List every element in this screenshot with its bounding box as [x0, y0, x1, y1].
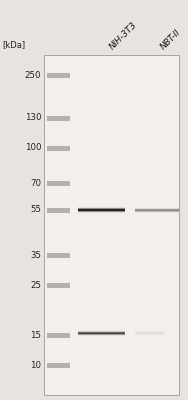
Bar	[135, 333, 164, 334]
Bar	[135, 212, 179, 213]
Text: 35: 35	[30, 250, 41, 260]
Bar	[135, 211, 179, 212]
Bar	[135, 209, 179, 210]
Text: 250: 250	[25, 70, 41, 80]
Text: NBT-II: NBT-II	[159, 27, 183, 51]
Bar	[78, 335, 125, 336]
Bar	[135, 335, 164, 336]
Bar	[135, 334, 164, 335]
Bar	[47, 252, 70, 258]
Text: NIH-3T3: NIH-3T3	[108, 20, 139, 51]
Bar	[47, 362, 70, 368]
Bar	[135, 330, 164, 331]
Bar	[78, 212, 125, 213]
Bar	[78, 210, 125, 211]
Text: 100: 100	[25, 144, 41, 152]
Text: [kDa]: [kDa]	[2, 40, 25, 49]
Bar	[78, 213, 125, 214]
Bar	[78, 330, 125, 331]
Bar	[135, 331, 164, 332]
Bar	[78, 333, 125, 334]
Bar	[78, 206, 125, 207]
Bar	[135, 207, 179, 208]
Bar	[44, 55, 179, 395]
Bar	[47, 180, 70, 186]
Text: 70: 70	[30, 178, 41, 188]
Bar	[47, 72, 70, 78]
Bar	[78, 211, 125, 212]
Bar	[135, 208, 179, 209]
Bar	[47, 116, 70, 120]
Bar	[78, 208, 125, 209]
Bar	[78, 207, 125, 208]
Text: 25: 25	[30, 280, 41, 290]
Bar	[47, 146, 70, 150]
Bar	[78, 331, 125, 332]
Bar	[135, 210, 179, 211]
Text: 15: 15	[30, 330, 41, 340]
Text: 10: 10	[30, 360, 41, 370]
Bar	[78, 334, 125, 335]
Bar	[47, 208, 70, 212]
Bar	[47, 282, 70, 288]
Bar	[78, 332, 125, 333]
Bar	[135, 332, 164, 333]
Text: 55: 55	[30, 206, 41, 214]
Bar	[47, 332, 70, 338]
Bar	[78, 209, 125, 210]
Text: 130: 130	[25, 114, 41, 122]
